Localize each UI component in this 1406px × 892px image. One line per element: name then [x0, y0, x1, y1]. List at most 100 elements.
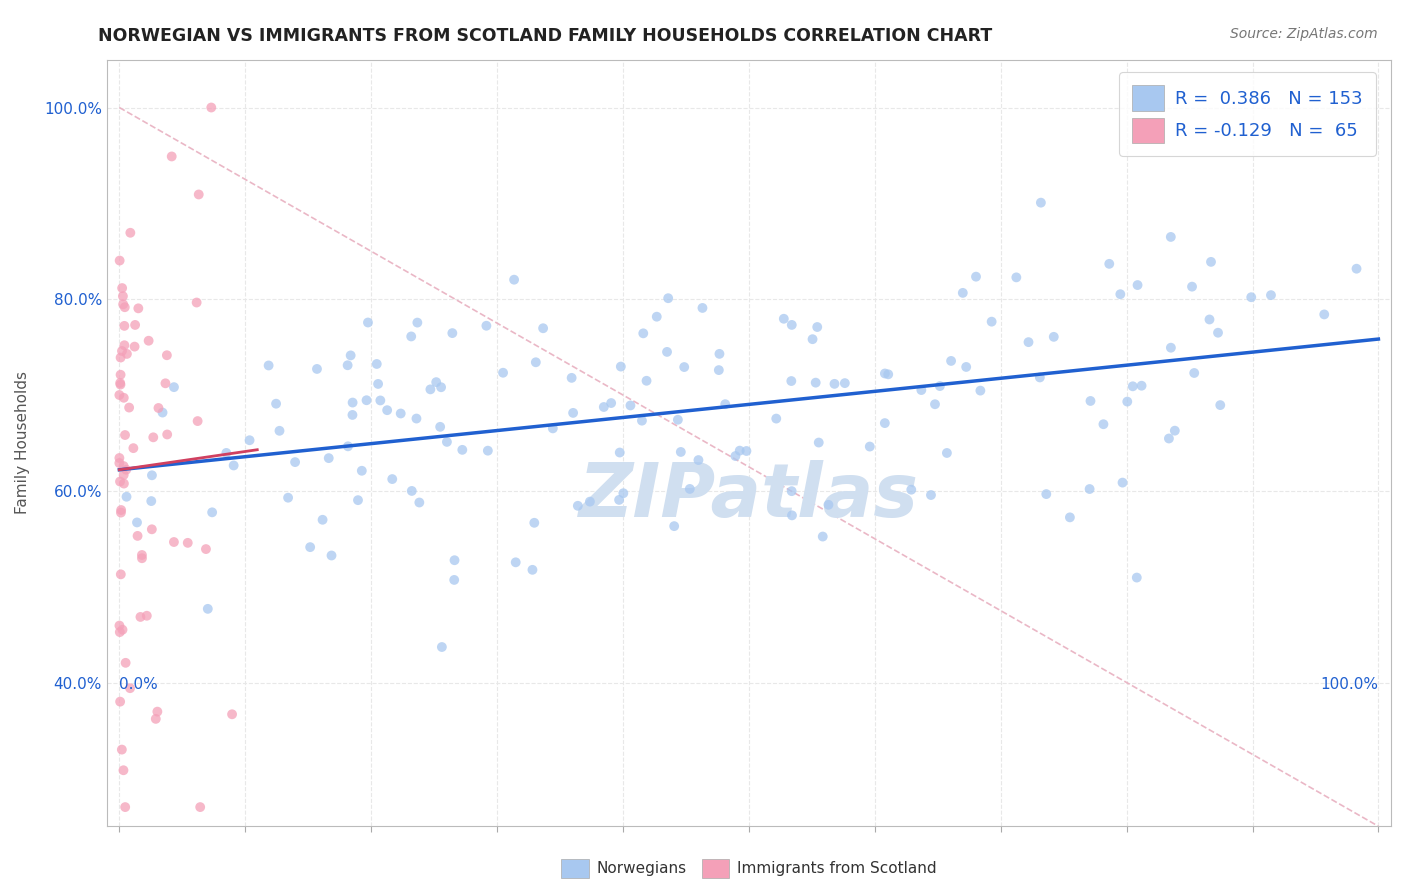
Point [1029, 195, 1052, 210]
Point [969, 384, 991, 398]
Point [108, 625, 131, 640]
Point [877, 368, 900, 382]
Point [375, 403, 398, 417]
Point [112, 764, 135, 778]
Point [127, 301, 149, 316]
Point [780, 318, 803, 332]
Point [1206, 326, 1229, 340]
Point [108, 253, 131, 268]
Point [141, 494, 163, 508]
Point [156, 348, 179, 362]
Point [187, 187, 209, 202]
Point [1042, 330, 1064, 344]
Point [952, 285, 974, 300]
Point [1035, 487, 1057, 501]
Point [443, 573, 465, 587]
Point [108, 388, 131, 402]
Point [419, 383, 441, 397]
Point [709, 347, 731, 361]
Point [141, 522, 163, 536]
Point [257, 359, 280, 373]
Point [177, 536, 200, 550]
Point [350, 464, 373, 478]
Point [939, 354, 962, 368]
Point [1157, 432, 1180, 446]
Point [980, 315, 1002, 329]
Point [112, 338, 135, 352]
Point [118, 401, 141, 415]
Point [108, 695, 131, 709]
Point [531, 321, 554, 335]
Point [112, 297, 135, 311]
Point [772, 311, 794, 326]
Point [115, 463, 138, 477]
Point [1199, 255, 1222, 269]
Point [141, 468, 163, 483]
Point [475, 318, 498, 333]
Point [197, 602, 219, 616]
Point [714, 397, 737, 411]
Point [200, 101, 222, 115]
Point [607, 492, 630, 507]
Point [1181, 279, 1204, 293]
Point [765, 411, 787, 425]
Point [112, 476, 135, 491]
Y-axis label: Family Households: Family Households [15, 371, 30, 515]
Point [1111, 475, 1133, 490]
Point [451, 442, 474, 457]
Point [215, 446, 238, 460]
Point [523, 516, 546, 530]
Point [145, 712, 167, 726]
Point [666, 413, 689, 427]
Point [636, 374, 658, 388]
Point [567, 499, 589, 513]
Text: 0.0%: 0.0% [120, 677, 157, 692]
Point [194, 542, 217, 557]
Point [111, 289, 134, 303]
Point [824, 376, 846, 391]
Point [122, 441, 145, 455]
Point [924, 397, 946, 411]
Point [780, 508, 803, 523]
Point [804, 376, 827, 390]
Point [645, 310, 668, 324]
Point [1240, 290, 1263, 304]
Point [264, 397, 287, 411]
Point [152, 406, 174, 420]
Point [120, 226, 142, 240]
Legend: Norwegians, Immigrants from Scotland: Norwegians, Immigrants from Scotland [555, 853, 942, 884]
Point [811, 530, 834, 544]
Point [399, 329, 422, 343]
Point [834, 376, 856, 391]
Point [443, 553, 465, 567]
Text: 100.0%: 100.0% [1320, 677, 1378, 692]
Point [780, 484, 803, 499]
Point [389, 407, 412, 421]
Point [928, 379, 950, 393]
Point [1160, 341, 1182, 355]
Point [406, 316, 429, 330]
Point [707, 363, 730, 377]
Point [505, 555, 527, 569]
Point [724, 449, 747, 463]
Point [125, 516, 148, 530]
Point [114, 656, 136, 670]
Point [806, 320, 828, 334]
Point [1092, 417, 1115, 432]
Point [1059, 510, 1081, 524]
Point [188, 800, 211, 814]
Point [1126, 571, 1149, 585]
Point [562, 406, 585, 420]
Point [370, 393, 392, 408]
Point [111, 623, 134, 637]
Point [1182, 366, 1205, 380]
Point [120, 681, 142, 696]
Point [336, 358, 359, 372]
Point [299, 540, 322, 554]
Point [664, 519, 686, 533]
Point [405, 411, 427, 425]
Point [148, 401, 170, 415]
Point [633, 326, 655, 341]
Point [356, 393, 378, 408]
Point [342, 395, 364, 409]
